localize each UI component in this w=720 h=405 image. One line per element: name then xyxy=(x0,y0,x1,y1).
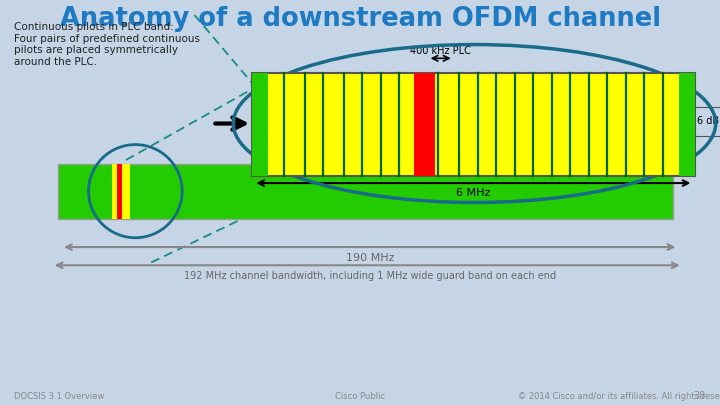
Bar xyxy=(413,73,435,176)
Bar xyxy=(252,73,695,176)
Text: © 2014 Cisco and/or its affiliates. All rights reserved.: © 2014 Cisco and/or its affiliates. All … xyxy=(518,392,720,401)
Text: 400 kHz PLC: 400 kHz PLC xyxy=(410,46,471,56)
Text: Cisco Public: Cisco Public xyxy=(335,392,385,401)
Text: Continuous pilots in PLC band:
Four pairs of predefined continuous
pilots are pl: Continuous pilots in PLC band: Four pair… xyxy=(14,22,200,67)
Text: 38: 38 xyxy=(693,391,706,401)
Text: DOCSIS 3.1 Overview: DOCSIS 3.1 Overview xyxy=(14,392,105,401)
Text: 190 MHz: 190 MHz xyxy=(346,253,395,263)
Bar xyxy=(112,164,130,219)
Bar xyxy=(58,164,673,219)
Text: Anatomy of a downstream OFDM channel: Anatomy of a downstream OFDM channel xyxy=(60,6,660,32)
Text: 6 dB: 6 dB xyxy=(697,117,719,126)
Text: 192 MHz channel bandwidth, including 1 MHz wide guard band on each end: 192 MHz channel bandwidth, including 1 M… xyxy=(184,271,556,281)
Bar xyxy=(679,73,695,176)
Text: 6 MHz: 6 MHz xyxy=(456,188,490,198)
Bar xyxy=(252,73,268,176)
Bar xyxy=(117,164,122,219)
